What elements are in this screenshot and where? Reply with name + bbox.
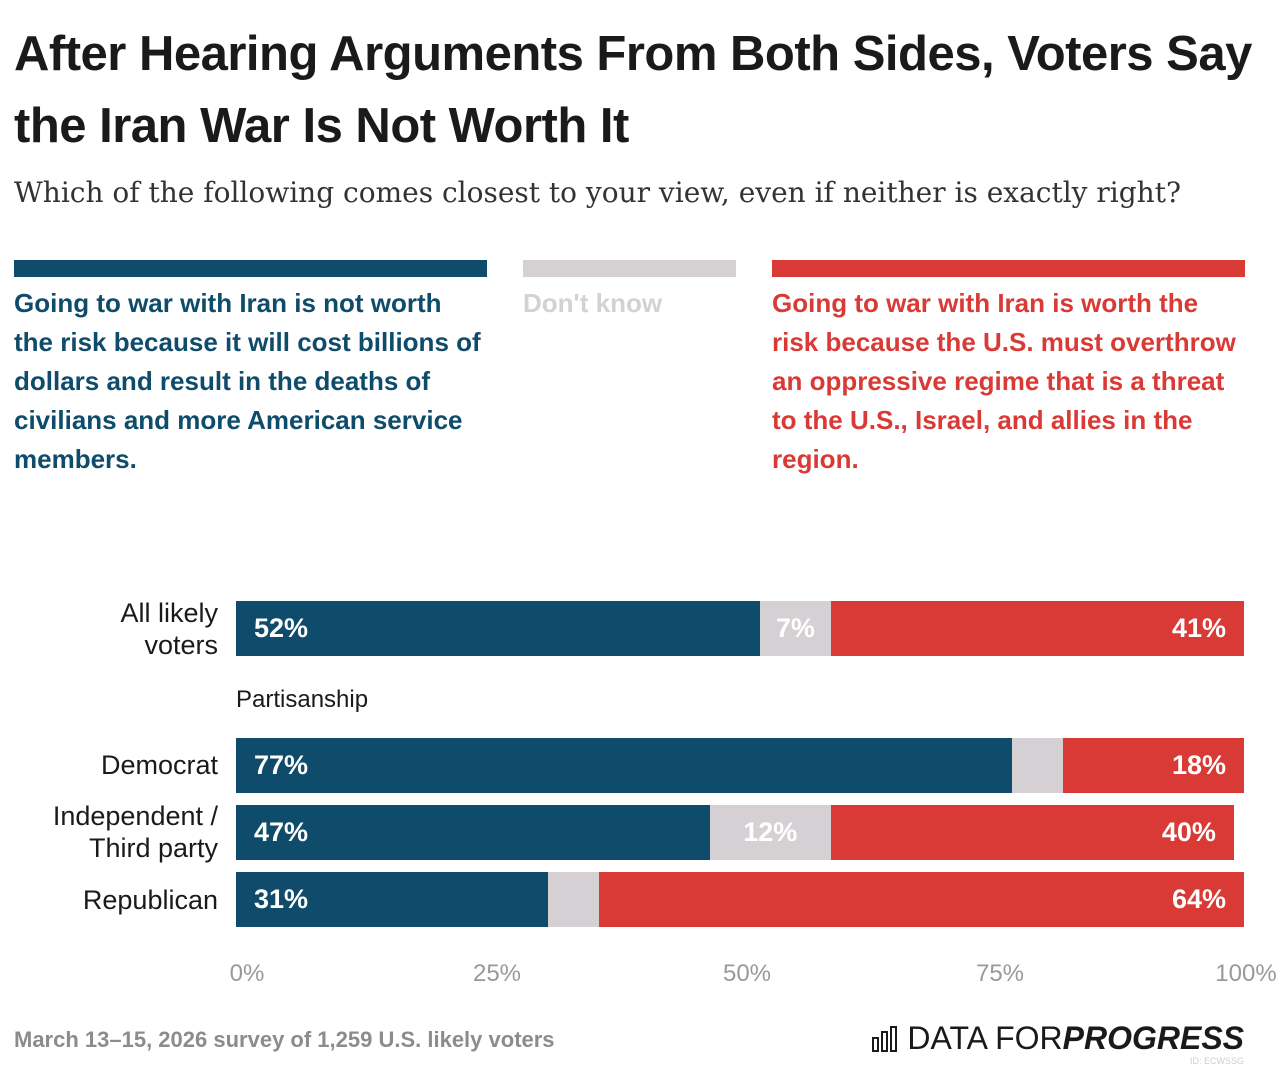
bar-row: 47% 12% 40% [236, 805, 1244, 860]
bar-row: 52% 7% 41% [236, 601, 1244, 656]
legend-swatch-worth [772, 260, 1245, 277]
bar-value-label: 52% [254, 613, 309, 643]
bar-segment-dont-know [1012, 738, 1063, 793]
x-tick-label: 75% [975, 960, 1025, 987]
bar-segment-not-worth: 31% [236, 872, 549, 927]
legend-label-not-worth: Going to war with Iran is not worth the … [14, 288, 481, 474]
group-label-partisanship: Partisanship [236, 686, 369, 713]
row-label-all-likely-voters: All likely voters [120, 598, 218, 660]
x-tick-label: 100% [1215, 960, 1277, 987]
bar-row: 77% 18% [236, 738, 1244, 793]
data-for-progress-logo: DATA FOR PROGRESS [871, 1020, 1244, 1057]
row-label-independent: Independent / Third party [52, 801, 218, 863]
survey-note: March 13–15, 2026 survey of 1,259 U.S. l… [14, 1027, 555, 1052]
bar-chart-logo-icon [872, 1025, 898, 1052]
bar-segment-worth: 18% [1062, 738, 1244, 793]
bar-value-label: 40% [1161, 817, 1216, 847]
bar-segment-worth: 41% [830, 601, 1244, 656]
bar-value-label: 41% [1171, 613, 1226, 643]
bar-segment-worth: 40% [830, 805, 1234, 860]
legend-label-worth: Going to war with Iran is worth the risk… [772, 288, 1236, 474]
bar-segment-not-worth: 47% [236, 805, 710, 860]
bar-segment-worth: 64% [598, 872, 1244, 927]
x-tick-label: 0% [229, 960, 265, 987]
bar-value-label: 77% [254, 750, 309, 780]
bar-segment-dont-know: 7% [760, 601, 831, 656]
chart-title: After Hearing Arguments From Both Sides,… [14, 27, 1252, 153]
logo-text-light: DATA FOR [907, 1020, 1063, 1056]
row-label-republican: Republican [82, 885, 218, 915]
bar-value-label: 12% [743, 817, 798, 847]
legend-swatch-dont-know [523, 260, 736, 277]
x-tick-label: 50% [722, 960, 772, 987]
x-tick-label: 25% [472, 960, 522, 987]
bar-row: 31% 64% [236, 872, 1244, 927]
logo-text-bold: PROGRESS [1062, 1020, 1244, 1056]
bar-value-label: 18% [1171, 750, 1226, 780]
bar-segment-dont-know: 12% [709, 805, 831, 860]
chart-id: ID: ECWSSG [1189, 1056, 1244, 1066]
bar-value-label: 47% [254, 817, 309, 847]
bar-segment-not-worth: 52% [236, 601, 761, 656]
legend-swatch-not-worth [14, 260, 487, 277]
bar-segment-not-worth: 77% [236, 738, 1013, 793]
bar-value-label: 31% [254, 884, 309, 914]
bar-value-label: 7% [775, 613, 815, 643]
bar-segment-dont-know [548, 872, 599, 927]
bar-value-label: 64% [1171, 884, 1226, 914]
row-label-democrat: Democrat [100, 750, 218, 780]
chart-subtitle: Which of the following comes closest to … [14, 176, 1181, 209]
legend-label-dont-know: Don't know [523, 288, 663, 318]
